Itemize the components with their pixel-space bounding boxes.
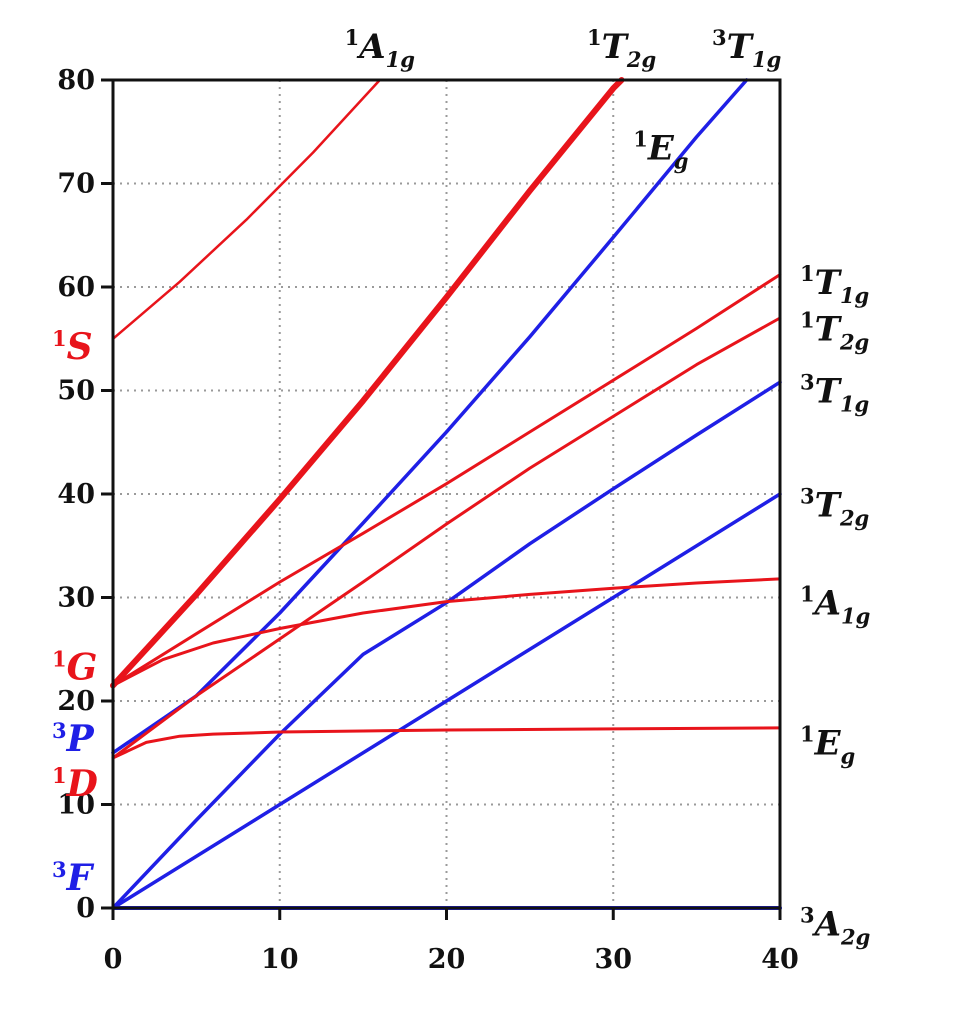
x-tick-label: 40 xyxy=(761,944,799,975)
x-tick-label: 10 xyxy=(261,944,299,975)
state-label-inner: 1Eg xyxy=(633,126,688,173)
x-tick-label: 30 xyxy=(594,944,632,975)
series-line-1Eg_D xyxy=(111,726,782,760)
state-label-top: 1T2g xyxy=(587,25,656,72)
grid-lines xyxy=(113,80,780,908)
state-labels: 1T1g1T2g3T1g3T2g1A1g1Eg3A2g1A1g1T2g3T1g1… xyxy=(345,25,871,950)
state-label-right: 3T2g xyxy=(800,483,869,530)
x-tick-label: 0 xyxy=(104,944,123,975)
term-label-3F: 3F xyxy=(52,857,95,899)
state-label-right: 1A1g xyxy=(800,582,870,629)
x-tick-label: 20 xyxy=(428,944,466,975)
y-tick-label: 20 xyxy=(57,686,95,717)
state-label-top: 3T1g xyxy=(712,25,781,72)
series-line-1A1g_S xyxy=(111,78,382,341)
series-line-1T2g_G xyxy=(111,316,782,760)
state-label-right: 1T1g xyxy=(800,261,869,308)
state-label-right: 1T2g xyxy=(800,307,869,354)
y-tick-label: 0 xyxy=(76,893,95,924)
term-label-1G: 1G xyxy=(52,646,97,688)
y-tick-label: 80 xyxy=(57,65,95,96)
y-tick-label: 70 xyxy=(57,169,95,200)
series-line-1T1g_G xyxy=(111,273,782,687)
y-tick-label: 60 xyxy=(57,272,95,303)
y-tick-label: 30 xyxy=(57,583,95,614)
state-label-right: 3T1g xyxy=(800,370,869,417)
series-line-3T2g xyxy=(111,492,782,910)
term-label-3P: 3P xyxy=(52,718,95,760)
series-line-3T1g_P xyxy=(111,78,749,755)
series-lines xyxy=(110,77,782,910)
term-label-1S: 1S xyxy=(52,326,93,368)
series-line-1Eg_G xyxy=(111,78,623,687)
axis-ticks: 0 10 20 30 40 0 10 20 30 40 50 60 70 80 xyxy=(57,65,798,975)
series-line-1A1g_G xyxy=(111,577,782,687)
y-tick-label: 40 xyxy=(57,479,95,510)
state-label-right: 3A2g xyxy=(800,903,870,950)
y-tick-label: 10 xyxy=(57,790,95,821)
state-label-right: 1Eg xyxy=(800,721,855,768)
state-label-top: 1A1g xyxy=(345,25,415,72)
y-tick-label: 50 xyxy=(57,376,95,407)
term-label-1D: 1D xyxy=(52,763,98,805)
